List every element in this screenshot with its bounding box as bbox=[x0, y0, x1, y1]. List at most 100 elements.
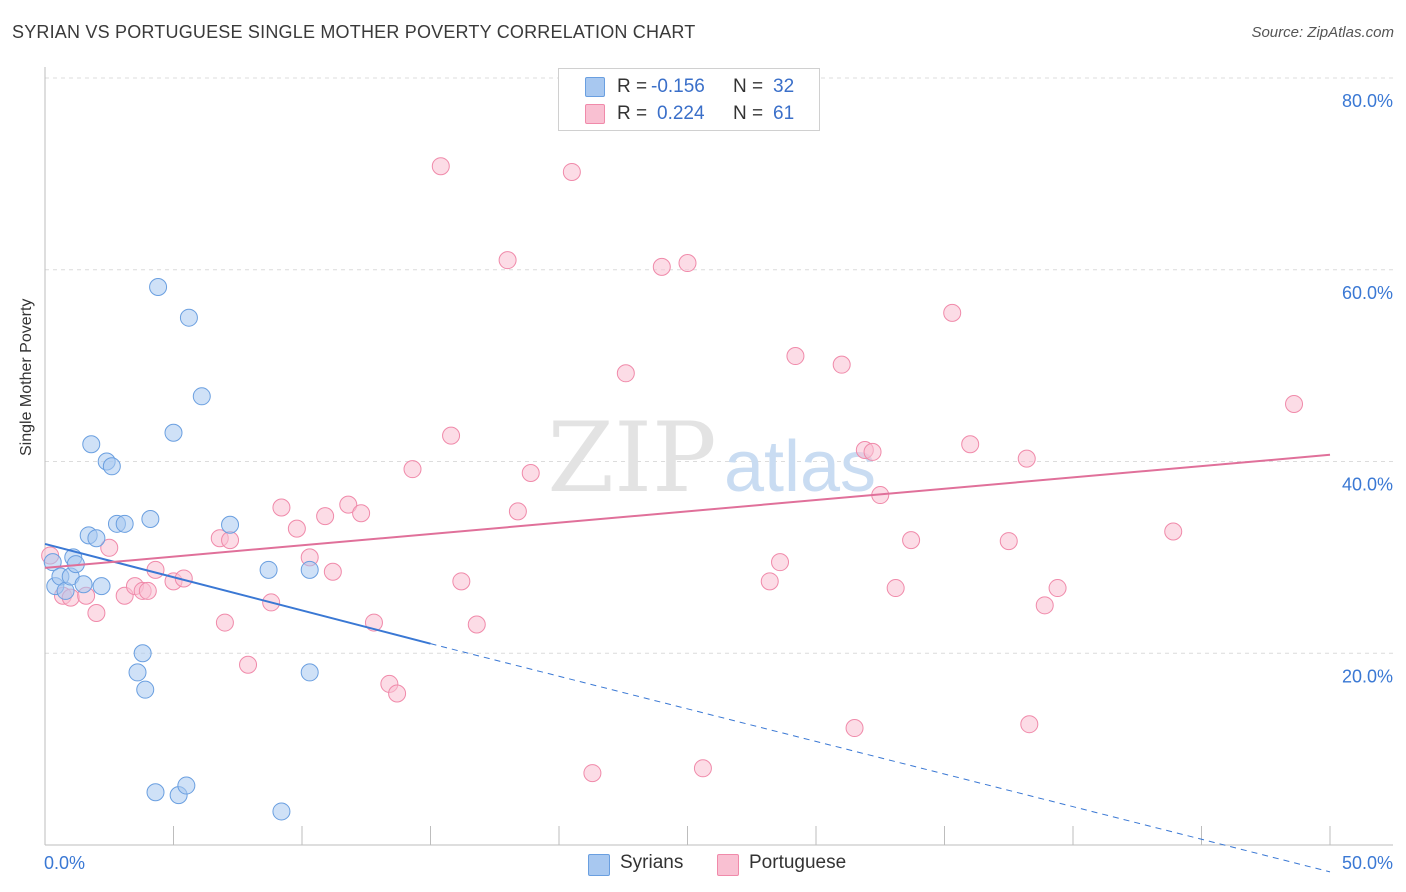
legend-r-label: R = bbox=[617, 103, 648, 124]
portuguese-point bbox=[508, 502, 527, 521]
legend-n-label: N = bbox=[733, 103, 764, 124]
syrian-point bbox=[87, 529, 106, 548]
syrian-point bbox=[192, 387, 211, 406]
y-tick-label: 40.0% bbox=[1342, 475, 1393, 495]
portuguese-trendline bbox=[44, 453, 1331, 569]
portuguese-point bbox=[215, 613, 234, 632]
portuguese-point bbox=[845, 719, 864, 738]
axis-layer: 20.0% 40.0% 60.0% 80.0% 0.0% 50.0% bbox=[44, 67, 1393, 873]
watermark-atlas: atlas bbox=[724, 427, 876, 507]
portuguese-point bbox=[521, 464, 540, 483]
bottom-legend-label-portuguese: Portuguese bbox=[749, 852, 847, 873]
legend-row-portuguese: R = 0.224 N = 61 bbox=[559, 101, 819, 127]
portuguese-point bbox=[316, 507, 335, 526]
syrian-point bbox=[179, 308, 198, 327]
chart-title: SYRIAN VS PORTUGUESE SINGLE MOTHER POVER… bbox=[12, 22, 696, 42]
portuguese-point bbox=[760, 572, 779, 591]
portuguese-point bbox=[583, 764, 602, 783]
portuguese-point bbox=[272, 498, 291, 517]
y-axis-label: Single Mother Poverty bbox=[18, 298, 35, 456]
syrian-point bbox=[146, 783, 165, 802]
portuguese-point bbox=[902, 531, 921, 550]
syrian-point bbox=[115, 514, 134, 533]
portuguese-point bbox=[323, 562, 342, 581]
portuguese-point bbox=[961, 435, 980, 454]
portuguese-point bbox=[239, 655, 258, 674]
correlation-legend: R = -0.156 N = 32 R = 0.224 N = 61 bbox=[558, 68, 820, 131]
portuguese-point bbox=[1035, 596, 1054, 615]
legend-r-value: -0.156 bbox=[651, 76, 705, 97]
x-tick-label: 50.0% bbox=[1342, 853, 1393, 873]
portuguese-point bbox=[287, 519, 306, 538]
portuguese-point bbox=[678, 254, 697, 273]
syrian-point bbox=[82, 435, 101, 454]
portuguese-point bbox=[1164, 522, 1183, 541]
portuguese-point bbox=[452, 572, 471, 591]
y-tick-label: 20.0% bbox=[1342, 666, 1393, 686]
portuguese-point bbox=[87, 603, 106, 622]
y-tick-label: 80.0% bbox=[1342, 91, 1393, 111]
syrian-point bbox=[141, 510, 160, 529]
portuguese-point bbox=[431, 157, 450, 176]
portuguese-point bbox=[442, 426, 461, 445]
legend-n-label: N = bbox=[733, 76, 764, 97]
portuguese-point bbox=[693, 759, 712, 778]
syrian-point bbox=[221, 515, 240, 534]
syrian-trendline bbox=[44, 542, 431, 645]
syrian-point bbox=[128, 663, 147, 682]
syrian-point bbox=[136, 680, 155, 699]
legend-r-label: R = bbox=[617, 76, 648, 97]
watermark: ZIP atlas bbox=[547, 402, 876, 514]
syrian-point bbox=[164, 423, 183, 442]
portuguese-point bbox=[100, 538, 119, 557]
syrian-point bbox=[177, 776, 196, 795]
portuguese-point bbox=[562, 162, 581, 181]
points-layer bbox=[41, 157, 1304, 821]
portuguese-point bbox=[364, 613, 383, 632]
portuguese-point bbox=[1048, 579, 1067, 598]
portuguese-point bbox=[616, 364, 635, 383]
portuguese-point bbox=[886, 579, 905, 598]
y-tick-label: 60.0% bbox=[1342, 283, 1393, 303]
syrian-point bbox=[149, 278, 168, 297]
legend-n-value: 61 bbox=[773, 103, 795, 124]
syrian-point bbox=[300, 560, 319, 579]
portuguese-point bbox=[1285, 394, 1304, 413]
portuguese-point bbox=[863, 442, 882, 461]
portuguese-point bbox=[771, 553, 790, 572]
portuguese-point bbox=[1017, 449, 1036, 468]
syrian-point bbox=[92, 577, 111, 596]
grid-layer bbox=[45, 77, 1393, 654]
legend-swatch-syrians bbox=[585, 77, 605, 97]
portuguese-point bbox=[832, 355, 851, 374]
syrian-point bbox=[74, 575, 93, 594]
syrian-point bbox=[272, 802, 291, 821]
portuguese-point bbox=[1020, 715, 1039, 734]
watermark-zip: ZIP bbox=[547, 402, 716, 514]
syrian-trendline-extension bbox=[430, 643, 1331, 873]
portuguese-point bbox=[467, 615, 486, 634]
chart-source: Source: ZipAtlas.com bbox=[1251, 24, 1394, 41]
legend-swatch-portuguese bbox=[585, 104, 605, 124]
portuguese-point bbox=[221, 531, 240, 550]
bottom-legend-swatch-portuguese bbox=[717, 854, 739, 876]
syrian-point bbox=[300, 663, 319, 682]
portuguese-point bbox=[999, 532, 1018, 551]
portuguese-point bbox=[352, 504, 371, 523]
portuguese-point bbox=[943, 303, 962, 322]
portuguese-point bbox=[138, 581, 157, 600]
legend-r-value: 0.224 bbox=[657, 103, 705, 124]
portuguese-point bbox=[388, 684, 407, 703]
portuguese-point bbox=[403, 460, 422, 479]
portuguese-point bbox=[339, 495, 358, 514]
portuguese-point bbox=[786, 347, 805, 366]
portuguese-point bbox=[498, 251, 517, 270]
bottom-legend-swatch-syrians bbox=[588, 854, 610, 876]
trend-layer bbox=[44, 453, 1331, 873]
portuguese-point bbox=[146, 560, 165, 579]
portuguese-point bbox=[652, 257, 671, 276]
legend-n-value: 32 bbox=[773, 76, 795, 97]
syrian-point bbox=[133, 644, 152, 663]
syrian-point bbox=[259, 560, 278, 579]
